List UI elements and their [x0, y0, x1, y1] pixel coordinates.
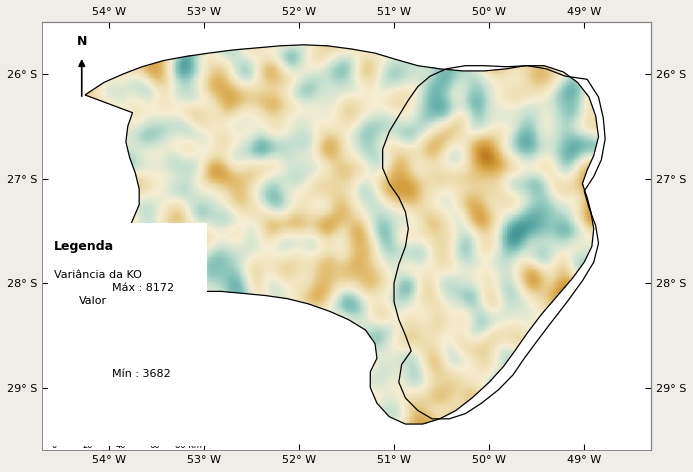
Text: Valor: Valor: [79, 296, 107, 306]
Text: Variância da KO: Variância da KO: [54, 270, 142, 280]
Text: Mín : 3682: Mín : 3682: [112, 369, 171, 379]
Text: N: N: [76, 34, 87, 48]
Text: Máx : 8172: Máx : 8172: [112, 283, 175, 293]
FancyBboxPatch shape: [49, 223, 207, 446]
Text: Legenda: Legenda: [54, 240, 114, 253]
